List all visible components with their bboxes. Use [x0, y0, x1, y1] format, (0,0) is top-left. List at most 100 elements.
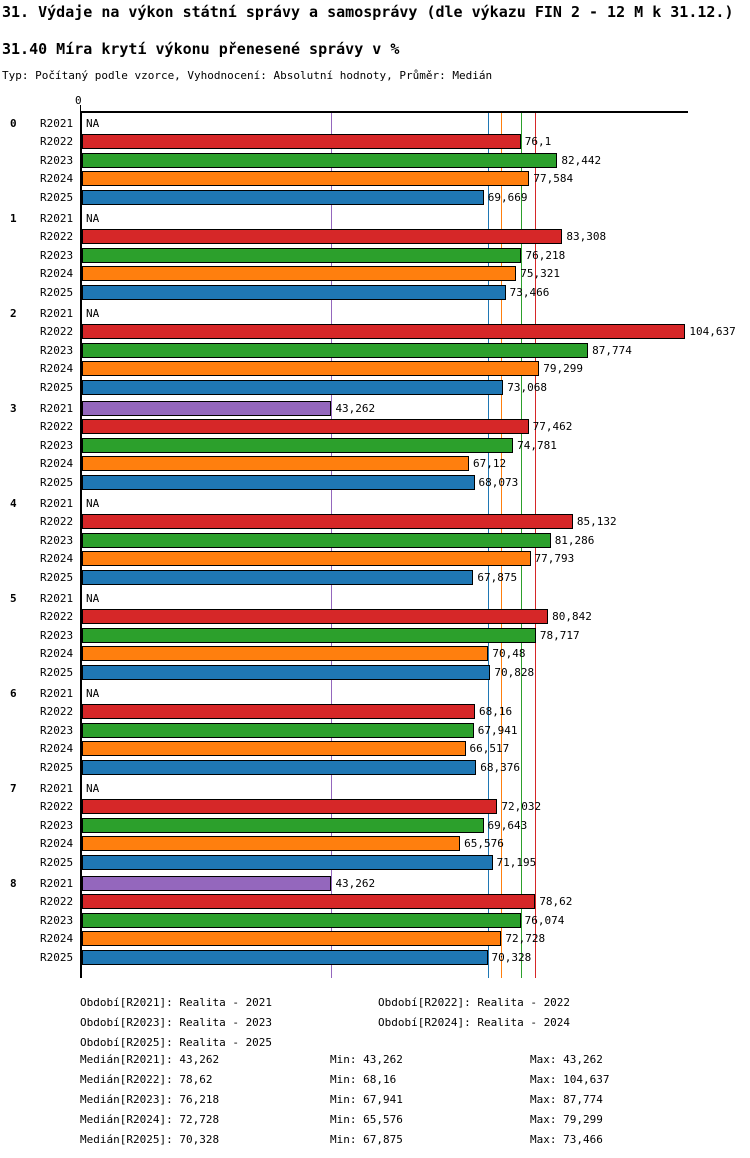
bar-R2025-group-6: [82, 759, 477, 775]
bar-value-label: NA: [86, 306, 100, 320]
bar-value-label: 73,068: [507, 380, 548, 394]
series-row-label: R2022: [40, 895, 74, 908]
series-row-label: R2022: [40, 610, 74, 623]
bar-value-label: 74,781: [517, 438, 557, 452]
bar-R2024-group-0: [82, 171, 530, 186]
series-row-label: R2021: [40, 591, 74, 605]
series-row-label: R2024: [40, 552, 74, 565]
bar-value-label: 67,941: [477, 723, 518, 737]
bar-R2023-group-0: [82, 152, 558, 168]
stat-min: Min: 65,576: [330, 1113, 403, 1126]
series-row-label: R2025: [40, 950, 74, 964]
bar-R2024-group-7: [82, 836, 461, 851]
bar-R2021-group-8: [82, 875, 332, 891]
bar-value-label: 66,517: [469, 742, 510, 755]
stat-max: Max: 79,299: [530, 1113, 603, 1126]
series-row-label: R2025: [40, 475, 74, 489]
stat-median: Medián[R2022]: 78,62: [80, 1073, 213, 1086]
series-row-label: R2022: [40, 800, 74, 813]
bar-value-label: 43,262: [335, 401, 376, 415]
bar-value-label: 70,48: [492, 647, 526, 660]
series-row-label: R2021: [40, 211, 74, 225]
group-index-label: 8: [10, 876, 17, 890]
series-row-label: R2023: [40, 438, 74, 452]
series-row-label: R2024: [40, 457, 74, 470]
bar-R2023-group-3: [82, 437, 514, 453]
bar-value-label: 72,032: [501, 800, 542, 813]
series-row-label: R2023: [40, 913, 74, 927]
series-row-label: R2021: [40, 116, 74, 130]
bar-value-label: NA: [86, 781, 100, 795]
bar-value-label: 68,16: [479, 705, 513, 718]
bar-R2022-group-0: [82, 134, 521, 149]
bar-value-label: 70,328: [491, 950, 532, 964]
bar-value-label: NA: [86, 496, 100, 510]
stat-max: Max: 43,262: [530, 1053, 603, 1066]
bar-value-label: 71,195: [496, 855, 537, 869]
series-row-label: R2021: [40, 401, 74, 415]
bar-R2025-group-8: [82, 949, 488, 965]
bar-value-label: 77,793: [534, 552, 575, 565]
bar-value-label: 78,717: [539, 628, 580, 642]
series-row-label: R2024: [40, 362, 74, 375]
chart-subtitle: 31.40 Míra krytí výkonu přenesené správy…: [2, 40, 400, 58]
axis-zero-label: 0: [75, 94, 82, 107]
bar-value-label: NA: [86, 211, 100, 225]
series-row-label: R2023: [40, 248, 74, 262]
bar-R2024-group-8: [82, 931, 502, 946]
chart-meta: Typ: Počítaný podle vzorce, Vyhodnocení:…: [2, 69, 493, 82]
bar-value-label: 72,728: [505, 932, 546, 945]
bar-value-label: 65,576: [464, 837, 504, 850]
series-row-label: R2025: [40, 285, 74, 299]
series-row-label: R2022: [40, 230, 74, 243]
bar-R2023-group-7: [82, 817, 484, 833]
bar-R2023-group-8: [82, 912, 521, 928]
series-row-label: R2022: [40, 705, 74, 718]
bar-R2024-group-2: [82, 361, 540, 376]
bar-R2025-group-5: [82, 664, 491, 680]
bar-value-label: 82,442: [561, 153, 602, 167]
stat-max: Max: 87,774: [530, 1093, 603, 1106]
series-row-label: R2024: [40, 172, 74, 185]
bar-value-label: 70,828: [494, 665, 535, 679]
series-row-label: R2022: [40, 420, 74, 433]
bar-value-label: 75,321: [520, 267, 561, 280]
stat-min: Min: 68,16: [330, 1073, 397, 1086]
bar-R2025-group-3: [82, 474, 475, 490]
stat-median: Medián[R2023]: 76,218: [80, 1093, 220, 1106]
group-index-label: 0: [10, 116, 17, 130]
bar-R2024-group-1: [82, 266, 517, 281]
bar-R2023-group-2: [82, 342, 589, 358]
bar-R2023-group-5: [82, 627, 536, 643]
series-row-label: R2023: [40, 723, 74, 737]
bar-R2025-group-7: [82, 854, 493, 870]
series-row-label: R2021: [40, 496, 74, 510]
stat-median: Medián[R2021]: 43,262: [80, 1053, 220, 1066]
series-row-label: R2025: [40, 665, 74, 679]
stat-median: Medián[R2025]: 70,328: [80, 1133, 220, 1146]
bar-R2022-group-3: [82, 419, 529, 434]
y-axis-line: [80, 111, 82, 978]
series-row-label: R2025: [40, 570, 74, 584]
bar-R2023-group-1: [82, 247, 522, 263]
bar-value-label: 67,12: [473, 457, 507, 470]
stat-median: Medián[R2024]: 72,728: [80, 1113, 220, 1126]
stat-min: Min: 67,875: [330, 1133, 403, 1146]
bar-R2024-group-3: [82, 456, 469, 471]
series-row-label: R2022: [40, 135, 74, 148]
legend-entry: Období[R2025]: Realita - 2025: [80, 1036, 273, 1049]
series-row-label: R2024: [40, 837, 74, 850]
bar-chart: 0 0 R2021 NA R2022 76,1 R2023 82,442 R2024 77,58…: [0, 94, 750, 978]
series-row-label: R2025: [40, 190, 74, 204]
bar-value-label: 43,262: [335, 876, 376, 890]
series-row-label: R2024: [40, 742, 74, 755]
group-index-label: 2: [10, 306, 17, 320]
series-row-label: R2021: [40, 686, 74, 700]
bar-value-label: 85,132: [576, 515, 617, 528]
series-row-label: R2023: [40, 343, 74, 357]
bar-value-label: NA: [86, 686, 100, 700]
chart-title: 31. Výdaje na výkon státní správy a samo…: [2, 3, 734, 21]
series-row-label: R2022: [40, 515, 74, 528]
series-row-label: R2021: [40, 306, 74, 320]
bar-R2024-group-4: [82, 551, 531, 566]
